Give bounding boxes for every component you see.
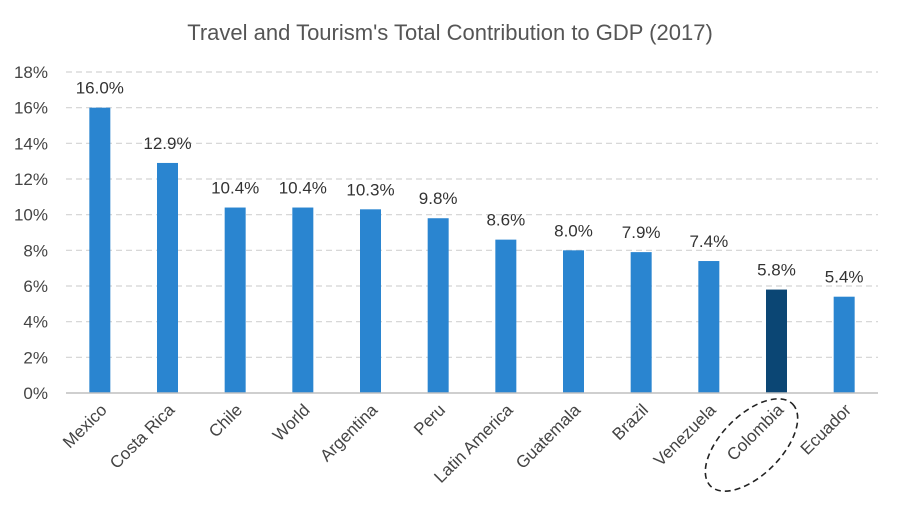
bar [766, 289, 787, 393]
gridlines [66, 71, 878, 358]
bar [360, 209, 381, 393]
x-tick-label: Colombia [723, 400, 788, 465]
data-label: 10.3% [346, 180, 394, 199]
data-label: 7.9% [622, 223, 661, 242]
y-tick-label: 10% [14, 206, 48, 225]
data-label: 5.4% [825, 268, 864, 287]
bar [157, 162, 178, 393]
x-tick-label: Costa Rica [106, 400, 179, 473]
y-tick-label: 0% [23, 384, 48, 403]
bar [698, 261, 720, 393]
data-label: 10.4% [211, 179, 259, 198]
data-label: 12.9% [143, 134, 191, 153]
bar [495, 239, 517, 393]
bar [630, 252, 652, 393]
data-labels: 16.0% 12.9% 10.4% 10.4% 10.3% 9.8% 8.6% 8.0% 7.9… [76, 79, 864, 287]
chart-title: Travel and Tourism's Total Contribution … [187, 20, 713, 45]
x-tick-label: Guatemala [512, 400, 585, 473]
y-tick-label: 16% [14, 99, 48, 118]
highlight-ellipse [704, 398, 799, 492]
y-tick-label: 12% [14, 170, 48, 189]
y-axis-ticks: 0% 2% 4% 6% 8% 10% 12% 14% 16% 18% [14, 63, 48, 403]
bar [89, 107, 111, 394]
y-tick-label: 2% [23, 348, 48, 367]
x-tick-label: Mexico [59, 400, 111, 452]
data-label: 8.6% [486, 211, 525, 230]
data-label: 10.4% [279, 179, 327, 198]
x-tick-label: Peru [410, 400, 449, 439]
bar [292, 207, 314, 393]
y-tick-label: 18% [14, 63, 48, 82]
data-label: 5.8% [757, 261, 796, 280]
x-tick-label: Venezuela [650, 400, 720, 470]
data-label: 8.0% [554, 221, 593, 240]
data-label: 9.8% [419, 189, 458, 208]
y-tick-label: 6% [23, 277, 48, 296]
data-label: 16.0% [76, 79, 124, 98]
x-tick-label: Argentina [316, 400, 381, 465]
y-tick-label: 14% [14, 134, 48, 153]
x-tick-label: Ecuador [797, 400, 855, 458]
x-tick-label: Brazil [608, 400, 651, 443]
bar [224, 207, 246, 393]
x-tick-label: World [269, 400, 314, 445]
y-tick-label: 8% [23, 241, 48, 260]
x-tick-label: Chile [205, 400, 246, 441]
bar [563, 250, 584, 393]
bar [833, 296, 855, 393]
bars [89, 107, 855, 394]
y-tick-label: 4% [23, 313, 48, 332]
data-label: 7.4% [689, 232, 728, 251]
bar [427, 218, 449, 393]
